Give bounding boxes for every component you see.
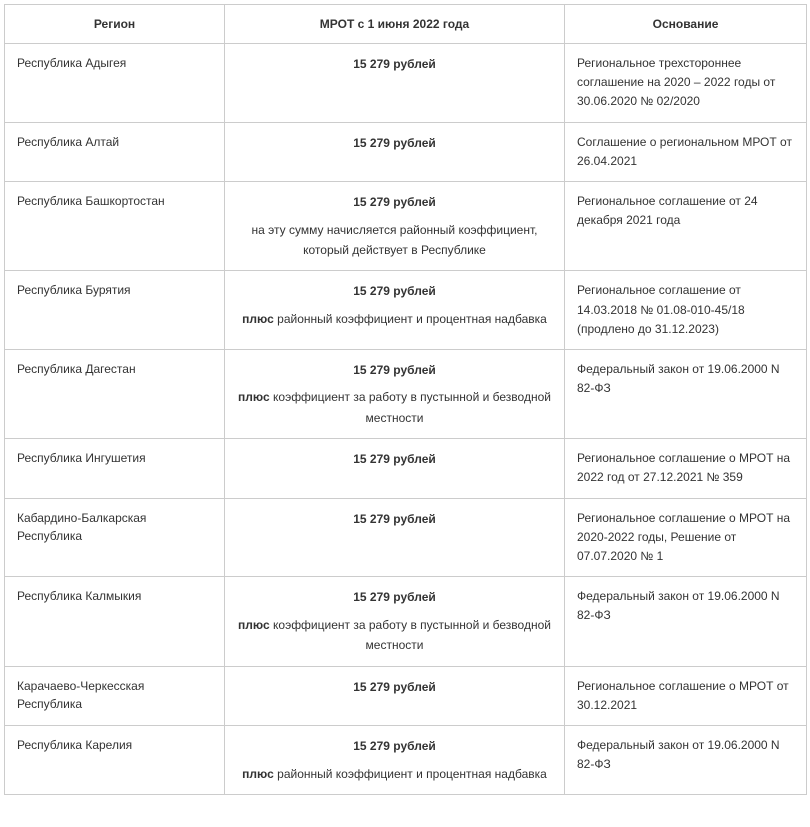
note-text: коэффициент за работу в пустынной и безв… — [270, 618, 551, 652]
mrot-amount: 15 279 рублей — [237, 677, 552, 699]
note-text: коэффициент за работу в пустынной и безв… — [270, 390, 551, 424]
plus-prefix: плюс — [242, 312, 274, 326]
mrot-cell: 15 279 рублей — [225, 498, 565, 577]
basis-cell: Региональное соглашение о МРОТ от 30.12.… — [565, 666, 807, 725]
plus-prefix: плюс — [238, 390, 270, 404]
mrot-amount: 15 279 рублей — [237, 449, 552, 471]
header-basis: Основание — [565, 5, 807, 44]
mrot-amount: 15 279 рублей — [237, 133, 552, 155]
mrot-note: плюс коэффициент за работу в пустынной и… — [237, 615, 552, 656]
mrot-cell: 15 279 рублей — [225, 122, 565, 181]
table-header-row: Регион МРОТ с 1 июня 2022 года Основание — [5, 5, 807, 44]
mrot-cell: 15 279 рублей — [225, 439, 565, 498]
note-text: районный коэффициент и процентная надбав… — [274, 312, 547, 326]
mrot-amount: 15 279 рублей — [237, 736, 552, 758]
mrot-amount: 15 279 рублей — [237, 54, 552, 76]
table-row: Республика Карелия 15 279 рублей плюс райо… — [5, 725, 807, 794]
region-cell: Кабардино-Балкарская Республика — [5, 498, 225, 577]
region-cell: Республика Бурятия — [5, 271, 225, 350]
plus-prefix: плюс — [238, 618, 270, 632]
mrot-note: плюс коэффициент за работу в пустынной и… — [237, 387, 552, 428]
basis-cell: Федеральный закон от 19.06.2000 N 82-ФЗ — [565, 725, 807, 794]
table-row: Республика Калмыкия 15 279 рублей плюс коэ… — [5, 577, 807, 666]
basis-cell: Соглашение о региональном МРОТ от 26.04.… — [565, 122, 807, 181]
region-cell: Республика Башкортостан — [5, 181, 225, 270]
note-text: районный коэффициент и процентная надбав… — [274, 767, 547, 781]
mrot-cell: 15 279 рублей на эту сумму начисляется ра… — [225, 181, 565, 270]
basis-cell: Региональное соглашение о МРОТ на 2020-2… — [565, 498, 807, 577]
basis-cell: Региональное трехстороннее соглашение на… — [565, 44, 807, 123]
header-mrot: МРОТ с 1 июня 2022 года — [225, 5, 565, 44]
basis-cell: Федеральный закон от 19.06.2000 N 82-ФЗ — [565, 577, 807, 666]
region-cell: Республика Карелия — [5, 725, 225, 794]
basis-cell: Федеральный закон от 19.06.2000 N 82-ФЗ — [565, 349, 807, 438]
region-cell: Республика Адыгея — [5, 44, 225, 123]
mrot-table: Регион МРОТ с 1 июня 2022 года Основание… — [4, 4, 807, 795]
table-row: Республика Алтай 15 279 рублей Соглашение … — [5, 122, 807, 181]
mrot-cell: 15 279 рублей — [225, 666, 565, 725]
mrot-amount: 15 279 рублей — [237, 360, 552, 382]
mrot-amount: 15 279 рублей — [237, 192, 552, 214]
header-region: Регион — [5, 5, 225, 44]
mrot-note: на эту сумму начисляется районный коэффи… — [237, 220, 552, 261]
mrot-cell: 15 279 рублей плюс коэффициент за работу … — [225, 577, 565, 666]
table-row: Кабардино-Балкарская Республика 15 279 ру… — [5, 498, 807, 577]
mrot-cell: 15 279 рублей плюс районный коэффициент и… — [225, 725, 565, 794]
table-row: Республика Башкортостан 15 279 рублей на э… — [5, 181, 807, 270]
table-row: Республика Ингушетия 15 279 рублей Региона… — [5, 439, 807, 498]
mrot-cell: 15 279 рублей — [225, 44, 565, 123]
mrot-note: плюс районный коэффициент и процентная н… — [237, 309, 552, 329]
mrot-amount: 15 279 рублей — [237, 281, 552, 303]
region-cell: Карачаево-Черкесская Республика — [5, 666, 225, 725]
table-row: Республика Бурятия 15 279 рублей плюс райо… — [5, 271, 807, 350]
table-row: Карачаево-Черкесская Республика 15 279 ру… — [5, 666, 807, 725]
plus-prefix: плюс — [242, 767, 274, 781]
table-row: Республика Адыгея 15 279 рублей Региональн… — [5, 44, 807, 123]
note-text: на эту сумму начисляется районный коэффи… — [252, 223, 538, 257]
region-cell: Республика Дагестан — [5, 349, 225, 438]
mrot-cell: 15 279 рублей плюс районный коэффициент и… — [225, 271, 565, 350]
mrot-amount: 15 279 рублей — [237, 509, 552, 531]
basis-cell: Региональное соглашение о МРОТ на 2022 г… — [565, 439, 807, 498]
mrot-note: плюс районный коэффициент и процентная н… — [237, 764, 552, 784]
basis-cell: Региональное соглашение от 24 декабря 20… — [565, 181, 807, 270]
region-cell: Республика Алтай — [5, 122, 225, 181]
mrot-amount: 15 279 рублей — [237, 587, 552, 609]
region-cell: Республика Калмыкия — [5, 577, 225, 666]
region-cell: Республика Ингушетия — [5, 439, 225, 498]
table-row: Республика Дагестан 15 279 рублей плюс коэ… — [5, 349, 807, 438]
basis-cell: Региональное соглашение от 14.03.2018 № … — [565, 271, 807, 350]
mrot-cell: 15 279 рублей плюс коэффициент за работу … — [225, 349, 565, 438]
